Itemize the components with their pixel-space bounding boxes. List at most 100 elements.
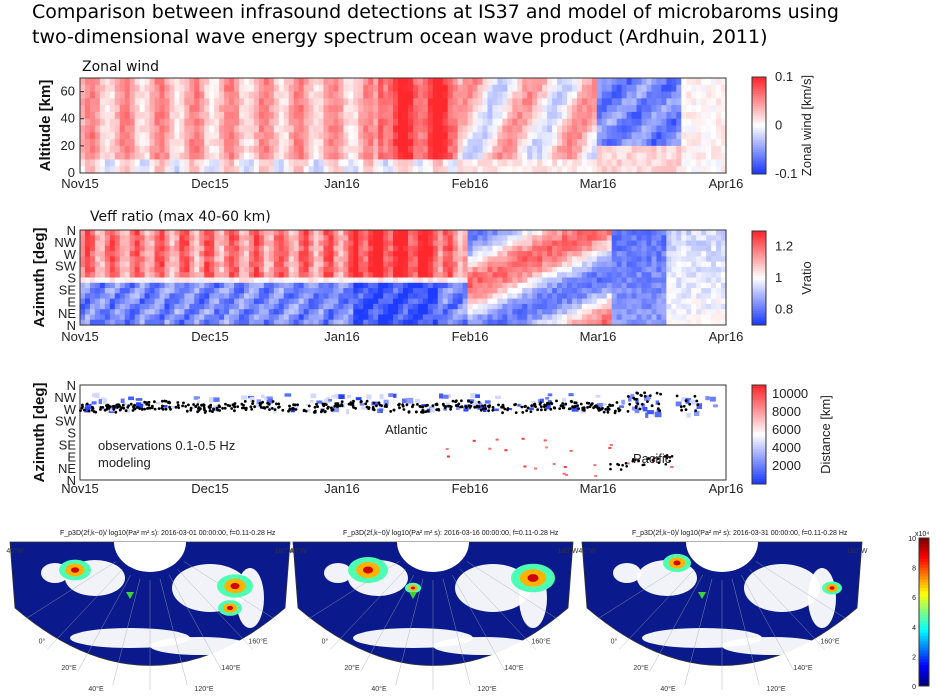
heatmap-cell <box>492 319 499 326</box>
heatmap-cell <box>432 256 439 263</box>
heatmap-cell <box>179 319 185 326</box>
heatmap-cell <box>179 132 185 140</box>
heatmap-cell <box>308 78 315 86</box>
heatmap-cell <box>522 105 528 113</box>
heatmap-cell <box>388 319 394 326</box>
heatmap-cell <box>477 256 484 263</box>
heatmap-cell <box>527 166 533 174</box>
heatmap-cell <box>144 84 151 93</box>
heatmap-cell <box>313 125 320 133</box>
heatmap-cell <box>373 240 379 247</box>
heatmap-cell <box>716 256 722 263</box>
heatmap-cell <box>248 282 255 289</box>
observation-point <box>621 463 624 467</box>
heatmap-cell <box>492 235 499 242</box>
heatmap-cell <box>477 314 484 321</box>
heatmap-cell <box>591 159 598 167</box>
heatmap-cell <box>706 105 712 113</box>
heatmap-cell <box>273 277 280 284</box>
heatmap-cell <box>224 78 230 86</box>
heatmap-cell <box>502 303 508 310</box>
heatmap-cell <box>422 272 429 279</box>
observation-point <box>296 403 299 407</box>
heatmap-cell <box>691 132 697 140</box>
heatmap-cell <box>84 235 91 242</box>
heatmap-cell <box>711 251 717 257</box>
modeling-point <box>634 408 640 414</box>
heatmap-cell <box>174 230 180 236</box>
modeling-point <box>705 396 710 401</box>
heatmap-cell <box>427 91 434 99</box>
heatmap-cell <box>149 105 156 113</box>
heatmap-cell <box>626 240 633 247</box>
heatmap-cell <box>696 319 702 326</box>
heatmap-cell <box>417 105 424 113</box>
heatmap-cell <box>253 240 260 247</box>
heatmap-cell <box>691 235 697 242</box>
heatmap-cell <box>80 288 86 294</box>
heatmap-cell <box>651 91 658 99</box>
heatmap-cell <box>512 314 518 321</box>
heatmap-cell <box>412 282 419 289</box>
heatmap-cell <box>383 78 389 86</box>
heatmap-cell <box>601 98 608 106</box>
colorbar-segment <box>752 149 766 153</box>
heatmap-cell <box>303 91 310 99</box>
observation-point <box>637 459 640 463</box>
heatmap-cell <box>169 145 176 154</box>
heatmap-cell <box>363 118 369 127</box>
heatmap-cell <box>681 152 687 161</box>
heatmap-cell <box>497 139 503 147</box>
heatmap-cell <box>472 235 479 242</box>
heatmap-cell <box>214 282 220 289</box>
heatmap-cell <box>368 132 374 140</box>
heatmap-cell <box>701 288 707 294</box>
heatmap-cell <box>199 132 205 140</box>
heatmap-cell <box>253 91 260 99</box>
heatmap-cell <box>378 125 384 133</box>
heatmap-cell <box>139 319 146 326</box>
modeling-point <box>595 395 601 398</box>
heatmap-cell <box>532 251 538 257</box>
heatmap-cell <box>333 91 339 99</box>
heatmap-cell <box>169 245 176 252</box>
colorbar-segment <box>752 164 766 168</box>
heatmap-cell <box>422 266 429 273</box>
heatmap-cell <box>159 251 166 257</box>
heatmap-cell <box>388 132 394 140</box>
heatmap-cell <box>432 303 439 310</box>
heatmap-cell <box>661 166 667 174</box>
heatmap-cell <box>517 235 523 242</box>
heatmap-cell <box>388 78 394 86</box>
heatmap-cell <box>576 256 583 263</box>
heatmap-cell <box>656 125 662 133</box>
heatmap-cell <box>398 266 404 273</box>
observation-point <box>561 404 565 408</box>
heatmap-cell <box>199 230 205 236</box>
heatmap-cell <box>80 145 86 154</box>
modeling-point <box>547 393 553 397</box>
heatmap-cell <box>487 319 494 326</box>
heatmap-cell <box>417 261 424 268</box>
heatmap-cell <box>522 132 528 140</box>
modeling-point <box>359 403 365 406</box>
heatmap-cell <box>388 111 394 120</box>
heatmap-cell <box>701 245 707 252</box>
heatmap-cell <box>576 132 583 140</box>
observation-point <box>657 402 661 406</box>
heatmap-cell <box>94 235 101 242</box>
heatmap-cell <box>353 145 359 154</box>
heatmap-cell <box>219 159 225 167</box>
heatmap-cell <box>343 272 349 279</box>
heatmap-cell <box>716 288 722 294</box>
heatmap-cell <box>323 245 330 252</box>
heatmap-cell <box>412 139 419 147</box>
heatmap-cell <box>263 272 270 279</box>
heatmap-cell <box>676 230 682 236</box>
heatmap-cell <box>557 105 563 113</box>
heatmap-cell <box>701 145 707 154</box>
heatmap-cell <box>119 261 126 268</box>
heatmap-cell <box>323 261 330 268</box>
heatmap-cell <box>452 240 459 247</box>
heatmap-cell <box>432 159 439 167</box>
